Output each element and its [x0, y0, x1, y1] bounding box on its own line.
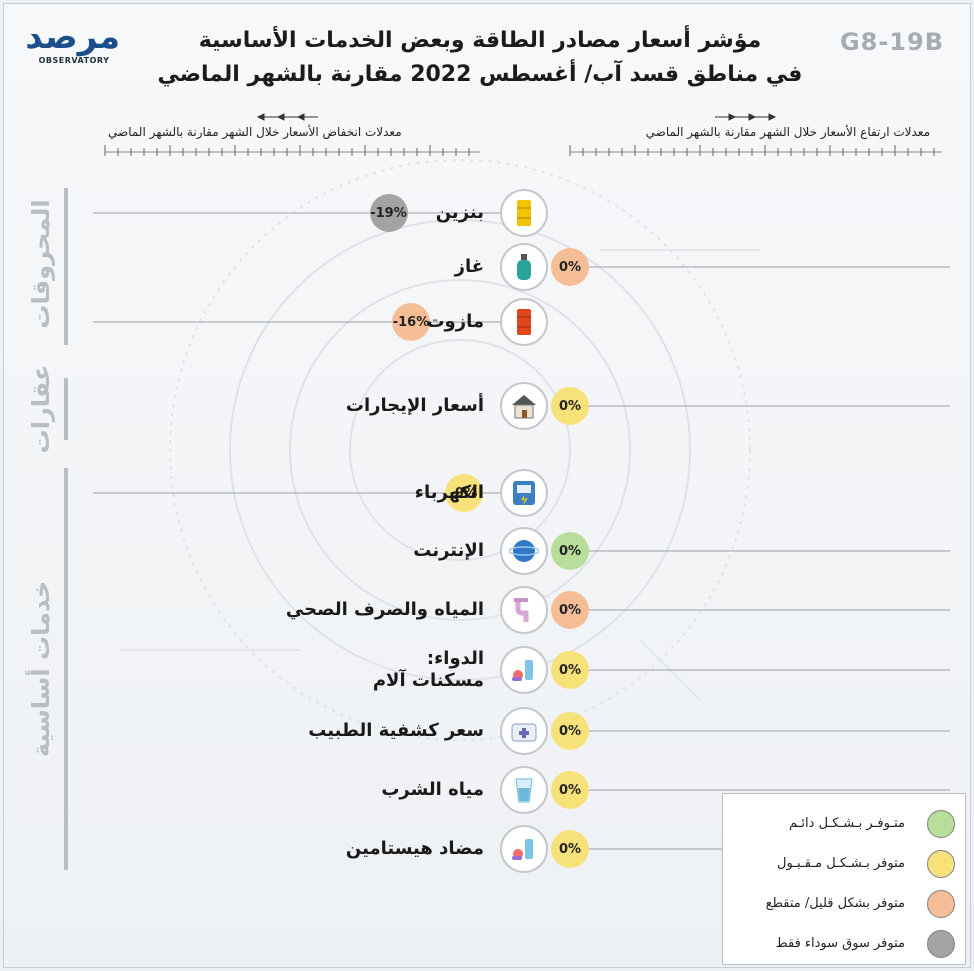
value-badge: 0% — [551, 248, 589, 286]
title-line-2: في مناطق قسد آب/ أغسطس 2022 مقارنة بالشه… — [157, 62, 803, 87]
value-badge: 0% — [551, 591, 589, 629]
legend-item: متـوفـر بـشـكـل دائـم — [723, 810, 967, 840]
item-label: سعر كشفية الطبيب — [308, 720, 484, 742]
item-label-line: غاز — [454, 256, 484, 277]
legend-swatch — [927, 810, 955, 838]
value-badge: 0% — [551, 532, 589, 570]
medicine-icon — [500, 646, 548, 694]
house-icon — [500, 382, 548, 430]
value-badge: 0% — [551, 651, 589, 689]
item-label-line: مازوت — [426, 311, 484, 332]
item-label-line: الإنترنت — [413, 540, 484, 561]
value-badge: -9% — [444, 474, 483, 512]
globe-icon — [500, 527, 548, 575]
item-label: أسعار الإيجارات — [346, 395, 484, 417]
medical-kit-icon — [500, 707, 548, 755]
legend: متـوفـر بـشـكـل دائـم متوفر بـشـكـل مـقـ… — [722, 793, 966, 965]
item-label: الإنترنت — [413, 540, 484, 562]
item-label-line: بنزين — [435, 202, 484, 223]
value-badge: -16% — [392, 303, 430, 341]
item-label: مازوت — [426, 311, 484, 333]
value-badge: -19% — [369, 194, 408, 232]
legend-item: متوفر سوق سوداء فقط — [723, 930, 967, 960]
item-label: بنزين — [436, 202, 484, 224]
item-label: مضاد هيستامين — [346, 838, 484, 860]
item-label: مياه الشرب — [381, 779, 484, 801]
item-label-line: أسعار الإيجارات — [345, 395, 484, 416]
legend-swatch — [927, 890, 955, 918]
legend-swatch — [927, 850, 955, 878]
legend-item: متوفر بشكل قليل/ متقطع — [723, 890, 967, 920]
item-label-line: الكهرباء — [414, 482, 484, 503]
gas-cylinder-icon — [500, 243, 548, 291]
item-label: الكهرباء — [415, 482, 484, 504]
fuel-barrel-yellow-icon — [500, 189, 548, 237]
legend-swatch — [927, 930, 955, 958]
logo: مرصد OBSERVATORY — [25, 17, 122, 70]
value-badge: 0% — [551, 387, 589, 425]
infographic-code: G8-19B — [839, 28, 944, 56]
electric-meter-icon — [500, 469, 548, 517]
pipe-icon — [500, 586, 548, 634]
logo-subtext: OBSERVATORY — [38, 56, 110, 65]
item-label: غاز — [455, 256, 484, 278]
legend-item: متوفر بـشـكـل مـقـبـول — [723, 850, 967, 880]
item-label-line: سعر كشفية الطبيب — [308, 720, 484, 741]
item-label-line: مسكنات آلام — [372, 670, 484, 691]
water-glass-icon — [500, 766, 548, 814]
item-label: الدواء: مسكنات آلام — [373, 648, 484, 692]
increase-direction-label: معدلات ارتفاع الأسعار خلال الشهر مقارنة … — [645, 125, 930, 139]
item-label: المياه والصرف الصحي — [286, 599, 484, 621]
logo-text: مرصد — [25, 17, 122, 57]
legend-label: متوفر بـشـكـل مـقـبـول — [777, 856, 905, 871]
legend-label: متوفر بشكل قليل/ متقطع — [765, 896, 905, 911]
fuel-barrel-red-icon — [500, 298, 548, 346]
value-badge: 0% — [551, 771, 589, 809]
decrease-direction-label: معدلات انخفاض الأسعار خلال الشهر مقارنة … — [108, 125, 402, 139]
item-label-line: مياه الشرب — [381, 779, 484, 800]
medicine-icon — [500, 825, 548, 873]
item-label-line: مضاد هيستامين — [345, 838, 484, 859]
item-label-line: الدواء: — [426, 648, 484, 669]
legend-label: متـوفـر بـشـكـل دائـم — [788, 816, 905, 831]
legend-label: متوفر سوق سوداء فقط — [775, 936, 905, 951]
value-badge: 0% — [551, 712, 589, 750]
item-label-line: المياه والصرف الصحي — [285, 599, 484, 620]
title-line-1: مؤشر أسعار مصادر الطاقة وبعض الخدمات الأ… — [198, 28, 762, 53]
value-badge: 0% — [551, 830, 589, 868]
